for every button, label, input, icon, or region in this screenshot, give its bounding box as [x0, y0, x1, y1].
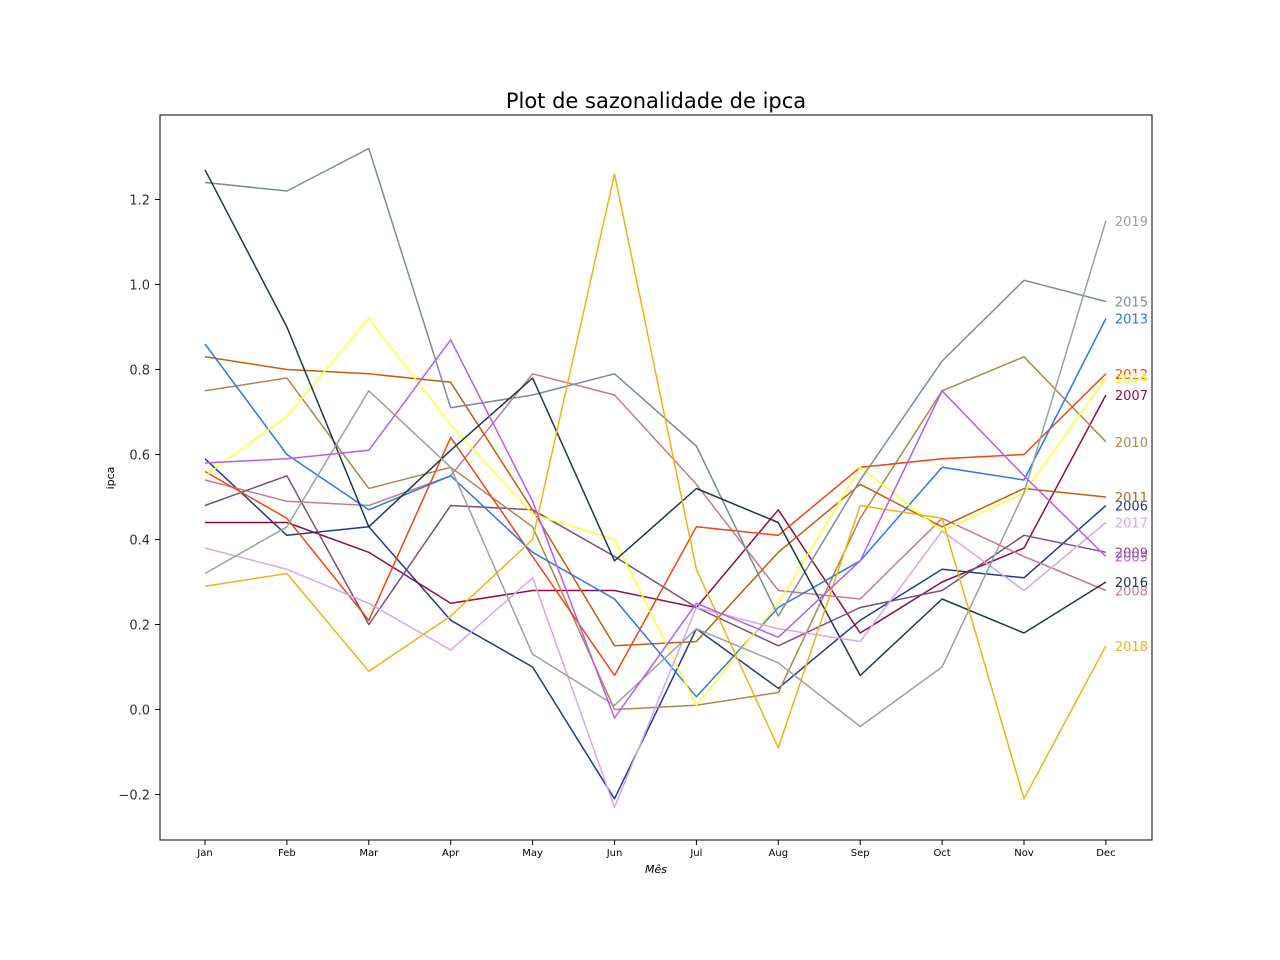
series-line-2006 [204, 458, 1107, 800]
series-label-2018: 2018 [1115, 640, 1148, 655]
series-label-2017: 2017 [1115, 517, 1148, 532]
y-tick-label: 0.4 [129, 534, 150, 549]
series-line-2017 [204, 521, 1107, 809]
x-tick-label: Mar [359, 848, 379, 859]
y-tick-label: −0.2 [118, 789, 150, 804]
y-axis-label: ipca [104, 467, 117, 490]
plot-frame [159, 114, 1153, 841]
y-axis: −0.2 0.0 0.2 0.4 0.6 0.8 1.0 1.2 [118, 194, 160, 804]
series-label-2009: 2009 [1115, 546, 1148, 561]
series-line-2012 [204, 373, 1107, 677]
series-label-2016: 2016 [1115, 576, 1148, 591]
series-label-2008: 2008 [1115, 585, 1148, 600]
series-line-2007 [205, 394, 1107, 634]
series-line-2018 [204, 173, 1107, 800]
series-label-2010: 2010 [1115, 436, 1148, 451]
series-end-labels: 2006 2007 2008 2009 2010 2011 2012 2013 2014 2015… [1115, 215, 1148, 655]
series-label-2013: 2013 [1115, 313, 1148, 328]
series-line-2014 [204, 317, 1107, 707]
series-line-2015 [204, 147, 1107, 617]
series-line-2009 [204, 475, 1107, 647]
series-label-2015: 2015 [1115, 296, 1148, 311]
y-tick-label: 1.2 [129, 194, 150, 209]
x-tick-label: Jan [196, 848, 212, 859]
x-tick-label: Jun [606, 848, 623, 859]
y-tick-label: 0.6 [129, 449, 150, 464]
series-label-2006: 2006 [1115, 500, 1148, 515]
x-tick-label: Aug [769, 848, 789, 859]
series-label-2011: 2011 [1115, 491, 1148, 506]
series-line-2005 [204, 339, 1107, 719]
x-tick-label: Nov [1014, 848, 1034, 859]
series-label-2019: 2019 [1115, 215, 1148, 230]
y-tick-label: 0.2 [129, 619, 150, 634]
series-line-2013 [204, 318, 1107, 698]
y-tick-label: 0.0 [129, 704, 150, 719]
series-line-2008 [204, 373, 1107, 600]
chart-title: Plot de sazonalidade de ipca [506, 89, 806, 113]
x-tick-label: Dec [1096, 848, 1115, 859]
series-label-2012: 2012 [1115, 368, 1148, 383]
series-line-2019 [204, 220, 1107, 728]
x-tick-label: Jul [689, 848, 702, 859]
x-axis: Jan Feb Mar Apr May Jun Jul Aug Sep Oct Nov Dec [196, 840, 1116, 859]
x-tick-label: Sep [851, 848, 870, 859]
x-tick-label: Feb [278, 848, 296, 859]
x-axis-label: Mês [645, 863, 667, 876]
series-line-2011 [204, 356, 1106, 647]
x-tick-label: May [522, 848, 543, 859]
x-tick-label: Apr [442, 848, 460, 859]
series-label-2014: 2014 [1115, 372, 1148, 387]
series-lines [204, 147, 1107, 809]
y-tick-label: 0.8 [129, 364, 150, 379]
series-label-2005: 2005 [1115, 551, 1148, 566]
series-line-2016 [204, 169, 1107, 677]
x-tick-label: Oct [933, 848, 950, 859]
series-label-2007: 2007 [1115, 389, 1148, 404]
y-tick-label: 1.0 [129, 279, 150, 294]
